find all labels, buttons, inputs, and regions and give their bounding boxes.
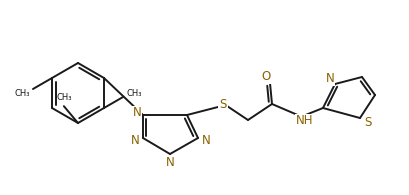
Text: CH₃: CH₃ — [126, 90, 141, 98]
Text: S: S — [219, 98, 226, 112]
Text: NH: NH — [296, 114, 313, 128]
Text: N: N — [132, 106, 141, 120]
Text: CH₃: CH₃ — [56, 93, 72, 102]
Text: N: N — [130, 134, 139, 146]
Text: O: O — [261, 71, 270, 83]
Text: S: S — [364, 115, 371, 129]
Text: N: N — [165, 157, 174, 169]
Text: N: N — [201, 134, 210, 146]
Text: N: N — [325, 73, 334, 85]
Text: CH₃: CH₃ — [14, 89, 30, 98]
